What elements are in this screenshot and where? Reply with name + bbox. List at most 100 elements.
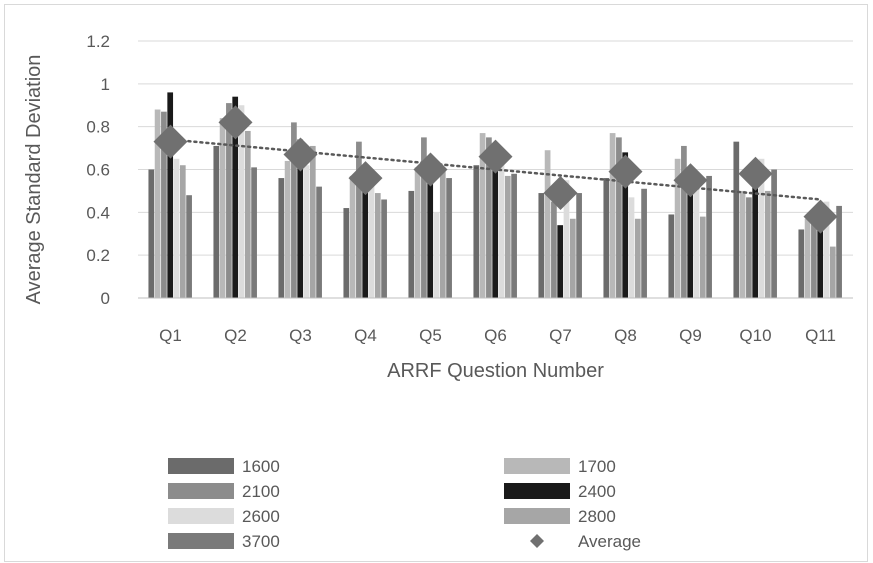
bar-3700: [576, 193, 582, 298]
bar-2600: [433, 212, 440, 298]
bar-1700: [414, 167, 421, 298]
legend-label: Average: [578, 532, 641, 551]
bar-2400: [557, 225, 564, 298]
bar-1700: [479, 133, 486, 298]
bar-2800: [504, 175, 511, 298]
bar-3700: [381, 199, 387, 298]
bar-2100: [811, 212, 817, 298]
bar-2600: [628, 197, 635, 298]
legend-label: 1700: [578, 457, 616, 476]
bar-1600: [343, 208, 350, 298]
bar-2100: [226, 103, 232, 298]
bar-1700: [219, 118, 226, 298]
x-tick-label: Q2: [224, 326, 247, 345]
average-marker: [153, 124, 188, 159]
x-tick-label: Q10: [739, 326, 771, 345]
bar-1600: [733, 141, 740, 298]
bar-2800: [309, 145, 316, 298]
bar-2600: [823, 201, 830, 299]
bar-2400: [427, 180, 434, 298]
x-tick-label: Q5: [419, 326, 442, 345]
legend-label: 2800: [578, 507, 616, 526]
bar-2600: [303, 165, 310, 298]
y-tick-label: 1.2: [86, 32, 110, 51]
average-marker: [738, 156, 773, 191]
bar-2600: [368, 178, 375, 298]
bar-2100: [616, 137, 622, 299]
bar-2100: [291, 122, 297, 298]
bar-1600: [278, 178, 285, 298]
average-marker: [608, 154, 643, 189]
bar-2600: [173, 158, 180, 298]
bar-1600: [668, 214, 675, 298]
bar-3700: [511, 173, 517, 298]
x-tick-label: Q11: [805, 326, 836, 345]
bar-2800: [569, 218, 576, 298]
bar-2800: [179, 165, 186, 298]
bar-1700: [349, 175, 356, 298]
x-axis-title: ARRF Question Number: [387, 360, 604, 382]
bar-2400: [687, 178, 694, 298]
bar-2800: [829, 246, 836, 298]
average-marker: [478, 139, 513, 174]
bar-2800: [699, 216, 706, 298]
bar-2100: [551, 201, 557, 299]
x-tick-label: Q1: [159, 326, 182, 345]
average-marker: [218, 105, 253, 140]
bar-3700: [251, 167, 257, 298]
bar-1600: [603, 178, 610, 298]
legend-swatch-1700: [504, 458, 570, 474]
bar-3700: [771, 169, 777, 298]
average-marker: [413, 152, 448, 187]
legend-label: 2600: [242, 507, 280, 526]
bar-2400: [362, 180, 369, 298]
bar-3700: [446, 178, 452, 298]
legend-label: 3700: [242, 532, 280, 551]
bar-2600: [238, 105, 245, 298]
x-tick-label: Q4: [354, 326, 377, 345]
bar-2400: [622, 152, 629, 298]
bar-1700: [284, 160, 291, 298]
average-marker: [348, 161, 383, 196]
average-marker: [543, 176, 578, 211]
legend-swatch-2400: [504, 483, 570, 499]
bar-1700: [739, 190, 746, 298]
bar-2100: [486, 137, 492, 299]
bar-1600: [213, 145, 220, 298]
bar-2800: [374, 193, 381, 298]
bar-1600: [798, 229, 805, 298]
y-tick-label: 0: [101, 289, 110, 308]
bar-1600: [148, 169, 155, 298]
bar-2400: [232, 96, 239, 299]
bar-2600: [563, 180, 570, 298]
y-tick-label: 1: [101, 75, 110, 94]
bar-2400: [492, 165, 499, 298]
bar-2600: [758, 158, 765, 298]
legend-label: 2400: [578, 482, 616, 501]
x-tick-label: Q3: [289, 326, 312, 345]
legend-swatch-1600: [168, 458, 234, 474]
bar-1600: [538, 193, 545, 298]
y-tick-label: 0.6: [86, 161, 110, 180]
bar-1700: [609, 133, 616, 298]
bar-2600: [693, 186, 700, 298]
x-tick-label: Q9: [679, 326, 702, 345]
bar-2100: [746, 197, 752, 298]
bar-3700: [186, 195, 192, 298]
legend-swatch-average: [530, 534, 544, 548]
bar-3700: [706, 175, 712, 298]
bar-2800: [634, 218, 641, 298]
average-marker: [803, 199, 838, 234]
y-tick-label: 0.8: [86, 118, 110, 137]
bar-3700: [641, 188, 647, 298]
bar-2800: [244, 130, 251, 298]
bar-3700: [316, 186, 322, 298]
bar-1600: [408, 190, 415, 298]
bar-1700: [804, 218, 811, 298]
bar-2400: [817, 225, 824, 298]
legend-swatch-2100: [168, 483, 234, 499]
bar-2100: [681, 145, 687, 298]
x-tick-label: Q6: [484, 326, 507, 345]
legend-swatch-3700: [168, 533, 234, 549]
